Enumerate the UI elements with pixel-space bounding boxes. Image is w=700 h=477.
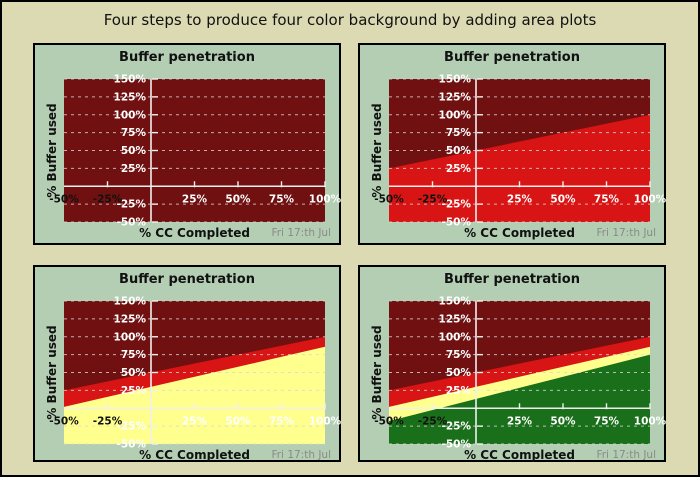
x-tick-label: -50%	[374, 193, 404, 205]
x-tick-label: -50%	[49, 193, 79, 205]
plot-area: 150% 125% 100% 75% 50% 25% -25% -50% -50% -25% 25%…	[49, 74, 341, 229]
x-tick-label: -25%	[418, 415, 448, 427]
yellow-zone-area	[64, 346, 325, 444]
y-tick-label: 100%	[439, 109, 472, 121]
date-note: Fri 17:th Jul	[271, 227, 331, 239]
date-note: Fri 17:th Jul	[596, 449, 656, 461]
y-tick-label: 100%	[114, 109, 147, 121]
x-tick-label: 75%	[269, 415, 295, 427]
y-tick-label: 150%	[114, 296, 147, 308]
y-tick-label: 150%	[439, 296, 472, 308]
x-tick-label: 100%	[309, 193, 342, 205]
x-tick-label: 25%	[182, 193, 208, 205]
y-tick-label: 125%	[114, 91, 147, 103]
x-tick-label: 25%	[182, 415, 208, 427]
x-tick-label: -25%	[93, 415, 123, 427]
x-tick-label: 75%	[594, 415, 620, 427]
plot-area: 150% 125% 100% 75% 50% 25% -25% -50% -50% -25% 25%…	[374, 296, 666, 451]
x-tick-label: 50%	[550, 193, 576, 205]
x-tick-label: 50%	[225, 193, 251, 205]
y-tick-label: 50%	[446, 367, 472, 379]
y-tick-label: 125%	[439, 91, 472, 103]
y-tick-label: -50%	[442, 439, 472, 451]
x-tick-label: 25%	[507, 193, 533, 205]
chart-title: Buffer penetration	[119, 272, 255, 287]
y-tick-label: -25%	[442, 421, 472, 433]
y-tick-label: 100%	[114, 331, 147, 343]
y-tick-label: 50%	[121, 367, 147, 379]
x-tick-label: 100%	[634, 193, 667, 205]
y-tick-label: 75%	[121, 349, 147, 361]
y-tick-label: 25%	[446, 385, 472, 397]
date-note: Fri 17:th Jul	[596, 227, 656, 239]
y-tick-label: 50%	[446, 145, 472, 157]
y-tick-label: 150%	[439, 74, 472, 86]
y-tick-label: -50%	[442, 217, 472, 229]
x-tick-label: -50%	[374, 415, 404, 427]
x-tick-label: 25%	[507, 415, 533, 427]
x-tick-label: 75%	[594, 193, 620, 205]
y-tick-label: 125%	[114, 313, 147, 325]
x-tick-label: 75%	[269, 193, 295, 205]
x-tick-label: -50%	[49, 415, 79, 427]
y-tick-label: -25%	[117, 199, 147, 211]
green-zone-area	[389, 354, 650, 444]
chart-title: Buffer penetration	[444, 50, 580, 65]
x-axis-label: % CC Completed	[464, 226, 575, 240]
y-tick-label: -50%	[117, 439, 147, 451]
figure-title: Four steps to produce four color backgro…	[103, 11, 597, 29]
y-tick-label: 50%	[121, 145, 147, 157]
date-note: Fri 17:th Jul	[271, 449, 331, 461]
chart-title: Buffer penetration	[119, 50, 255, 65]
y-tick-label: 25%	[121, 163, 147, 175]
x-axis-label: % CC Completed	[464, 448, 575, 462]
chart-panel-1: Buffer penetration % Buffer used 150% 125…	[33, 43, 342, 245]
y-tick-label: -50%	[117, 217, 147, 229]
chart-title: Buffer penetration	[444, 272, 580, 287]
y-tick-label: 25%	[446, 163, 472, 175]
x-axis-label: % CC Completed	[139, 226, 250, 240]
y-tick-label: -25%	[117, 421, 147, 433]
y-tick-label: 125%	[439, 313, 472, 325]
y-tick-label: 150%	[114, 74, 147, 86]
y-tick-label: 100%	[439, 331, 472, 343]
chart-panel-2: Buffer penetration % Buffer used 150% 125…	[358, 43, 667, 245]
y-tick-label: 25%	[121, 385, 147, 397]
x-tick-label: 50%	[225, 415, 251, 427]
chart-panel-4: Buffer penetration % Buffer used 150% 125…	[358, 265, 667, 462]
y-tick-label: 75%	[121, 127, 147, 139]
y-tick-label: -25%	[442, 199, 472, 211]
plot-area: 150% 125% 100% 75% 50% 25% -25% -50% -50% -25% 25%…	[374, 74, 666, 229]
x-tick-label: -25%	[418, 193, 448, 205]
plot-area: 150% 125% 100% 75% 50% 25% -25% -50% -50% -25% 25%…	[49, 296, 341, 451]
x-tick-label: 50%	[550, 415, 576, 427]
chart-panel-3: Buffer penetration % Buffer used 150% 125…	[33, 265, 342, 462]
x-tick-label: 100%	[634, 415, 667, 427]
red-zone-area	[389, 114, 650, 222]
x-tick-label: -25%	[93, 193, 123, 205]
x-tick-label: 100%	[309, 415, 342, 427]
x-axis-label: % CC Completed	[139, 448, 250, 462]
y-tick-label: 75%	[446, 127, 472, 139]
y-tick-label: 75%	[446, 349, 472, 361]
